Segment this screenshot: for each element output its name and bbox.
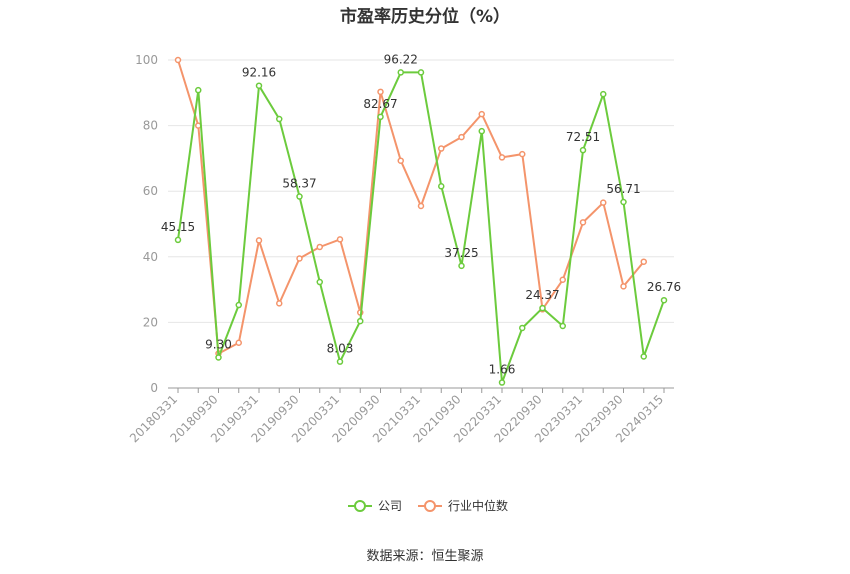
data-label: 56.71 [606, 182, 640, 196]
data-point [660, 296, 668, 304]
data-point [397, 69, 404, 76]
data-label: 8.03 [327, 342, 354, 356]
data-point [235, 301, 242, 309]
data-label: 9.30 [205, 337, 232, 351]
data-point [458, 262, 465, 270]
data-point [336, 236, 344, 243]
series-line [177, 71, 665, 384]
data-point [579, 146, 587, 154]
data-point [417, 69, 425, 76]
data-point [276, 115, 283, 123]
data-label: 37.25 [444, 246, 478, 260]
legend-label: 公司 [378, 499, 402, 513]
data-point [397, 157, 404, 164]
y-tick-label: 80 [143, 119, 158, 133]
data-point [195, 86, 202, 94]
data-label: 58.37 [282, 177, 316, 191]
series-line [177, 59, 645, 355]
data-point [174, 236, 182, 244]
data-point [478, 127, 485, 135]
data-point [255, 82, 263, 89]
data-point [458, 133, 465, 141]
line-chart: 0204060801002018033120180930201903312019… [127, 52, 681, 513]
data-point [438, 183, 445, 190]
legend-item-company: 公司 [348, 499, 402, 513]
data-point [336, 358, 344, 365]
data-point [438, 145, 445, 152]
data-point [640, 353, 647, 360]
y-tick-label: 40 [143, 250, 158, 264]
chart-title: 市盈率历史分位（%） [339, 7, 511, 27]
data-label: 72.51 [566, 130, 600, 144]
series-company [174, 69, 668, 386]
data-point [640, 258, 647, 265]
legend-marker [424, 500, 436, 512]
data-point [276, 300, 283, 307]
data-point [174, 56, 182, 64]
data-point [498, 379, 506, 386]
data-point [579, 219, 587, 226]
y-tick-label: 20 [143, 315, 158, 329]
data-label: 26.76 [647, 280, 681, 294]
data-point [316, 243, 323, 251]
data-label: 24.37 [525, 288, 559, 302]
data-point [600, 199, 607, 206]
data-label: 96.22 [384, 52, 418, 66]
data-point [620, 198, 627, 206]
y-tick-label: 100 [135, 53, 158, 67]
data-point [296, 255, 303, 262]
data-point [600, 90, 607, 98]
data-source: 数据来源：恒生聚源 [366, 549, 484, 564]
data-point [296, 193, 303, 200]
y-tick-label: 60 [143, 184, 158, 198]
data-point [255, 237, 263, 244]
data-point [235, 339, 242, 346]
legend-item-industry-median: 行业中位数 [418, 498, 508, 513]
data-point [519, 150, 526, 158]
legend-marker [354, 500, 366, 512]
data-label: 82.67 [363, 97, 397, 111]
data-point [357, 317, 364, 325]
data-point [417, 202, 425, 210]
data-point [377, 88, 384, 96]
data-point [559, 276, 566, 284]
series-industry-median [174, 56, 647, 357]
data-label: 1.66 [489, 363, 516, 377]
legend-label: 行业中位数 [448, 498, 508, 513]
y-tick-label: 0 [150, 381, 158, 395]
data-label: 45.15 [161, 220, 195, 234]
data-point [559, 322, 566, 330]
legend: 公司 行业中位数 [348, 498, 508, 513]
data-label: 92.16 [242, 66, 276, 80]
data-point [377, 113, 384, 121]
data-point [519, 324, 526, 332]
data-point [620, 283, 627, 290]
data-point [316, 278, 323, 286]
data-point [498, 154, 506, 161]
data-point [539, 304, 546, 312]
data-point [215, 354, 222, 361]
data-point [478, 110, 485, 118]
